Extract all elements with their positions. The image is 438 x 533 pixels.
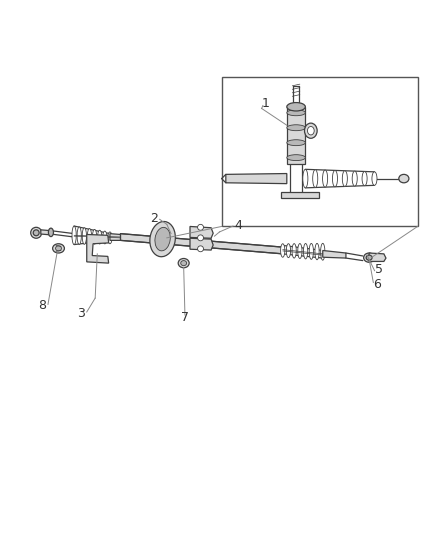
Ellipse shape [102,231,107,244]
Polygon shape [281,192,318,198]
Bar [221,77,417,227]
Text: 1: 1 [261,98,269,110]
Polygon shape [322,251,345,258]
Polygon shape [368,253,385,262]
Ellipse shape [320,244,324,260]
Ellipse shape [197,246,203,252]
Ellipse shape [332,171,337,187]
Ellipse shape [351,171,357,186]
Ellipse shape [363,253,374,262]
Ellipse shape [398,174,408,183]
Ellipse shape [82,228,86,244]
Polygon shape [190,227,213,238]
Text: 5: 5 [374,263,382,277]
Polygon shape [286,107,305,164]
Ellipse shape [322,170,327,187]
Ellipse shape [286,110,305,116]
Ellipse shape [304,123,316,138]
Polygon shape [190,238,213,250]
Ellipse shape [92,229,96,244]
Polygon shape [120,233,282,254]
Ellipse shape [77,227,81,245]
Ellipse shape [286,140,305,146]
Ellipse shape [48,228,53,237]
Ellipse shape [312,169,317,188]
Text: 4: 4 [234,219,242,232]
Text: 7: 7 [180,311,188,325]
Text: 2: 2 [150,212,158,224]
Ellipse shape [56,246,61,251]
Ellipse shape [108,232,112,244]
Ellipse shape [297,244,301,259]
Text: 6: 6 [373,278,381,291]
Ellipse shape [291,244,296,258]
Ellipse shape [308,244,313,260]
Ellipse shape [307,126,314,135]
Ellipse shape [286,102,305,111]
Ellipse shape [342,171,346,187]
Ellipse shape [149,222,175,257]
Ellipse shape [33,230,39,236]
Ellipse shape [361,172,366,185]
Ellipse shape [303,244,307,259]
Ellipse shape [314,244,318,260]
Polygon shape [87,235,109,263]
Ellipse shape [53,244,64,253]
Text: 3: 3 [77,307,85,320]
Ellipse shape [72,226,76,245]
Polygon shape [41,230,51,235]
Ellipse shape [155,228,170,251]
Ellipse shape [180,261,186,265]
Ellipse shape [286,155,305,160]
Ellipse shape [365,255,371,260]
Ellipse shape [280,244,284,257]
Text: 8: 8 [39,299,46,312]
Polygon shape [110,233,120,240]
Ellipse shape [97,230,102,244]
Ellipse shape [302,169,307,188]
Ellipse shape [197,235,203,241]
Ellipse shape [371,172,376,185]
Polygon shape [225,174,286,184]
Ellipse shape [286,125,305,131]
Ellipse shape [178,259,189,268]
Ellipse shape [31,227,42,238]
Ellipse shape [197,224,203,230]
Ellipse shape [87,229,92,244]
Ellipse shape [286,244,290,257]
